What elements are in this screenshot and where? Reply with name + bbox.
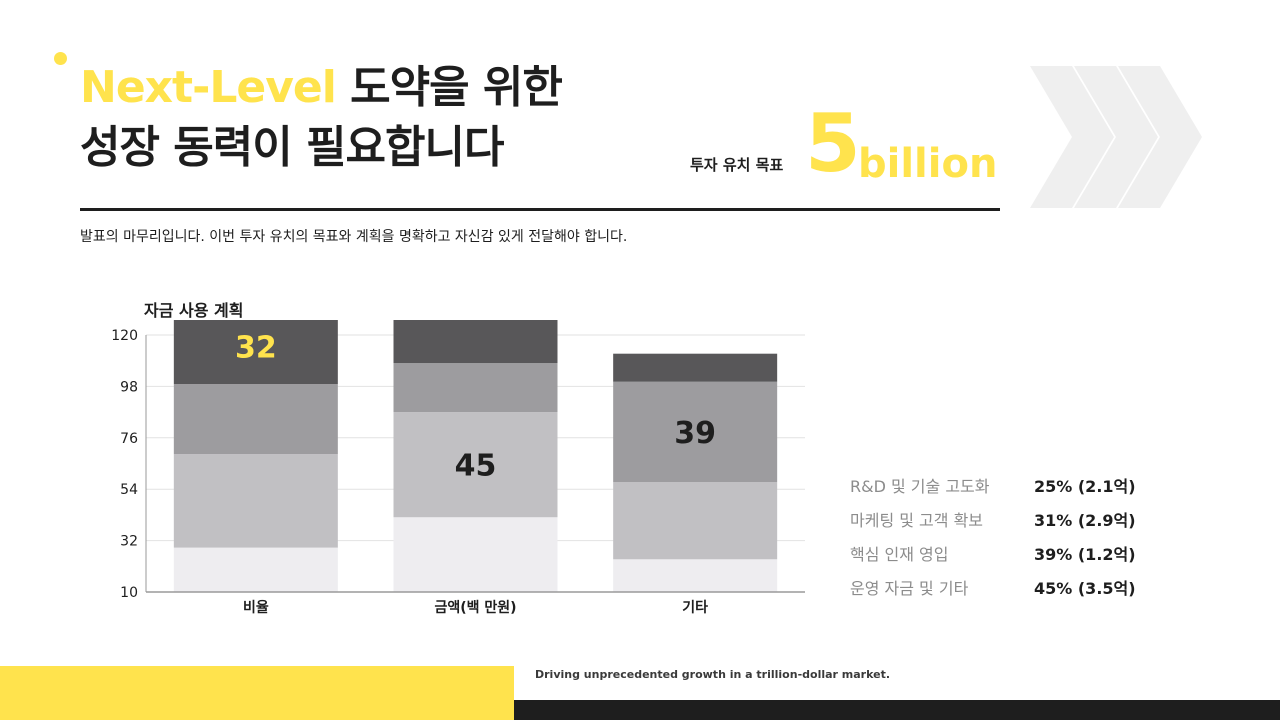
y-tick-label: 32 xyxy=(120,534,138,550)
bar-segment xyxy=(613,353,778,382)
x-tick-label: 금액(백 만원) xyxy=(434,599,516,616)
footer-yellow-bar xyxy=(0,666,514,720)
legend-name: 마케팅 및 고객 확보 xyxy=(850,511,984,530)
legend-value: 25% (2.1억) xyxy=(1034,477,1136,496)
description-text: 발표의 마무리입니다. 이번 투자 유치의 목표와 계획을 명확하고 자신감 있… xyxy=(80,229,628,245)
x-tick-label: 기타 xyxy=(682,600,708,616)
legend-row: 핵심 인재 영입 39% (1.2억) xyxy=(850,536,1136,570)
title-line2: 성장 동력이 필요합니다 xyxy=(80,122,504,173)
legend-row: R&D 및 기술 고도화 25% (2.1억) xyxy=(850,468,1136,502)
data-label: 39 xyxy=(674,416,716,451)
footer-tagline: Driving unprecedented growth in a trilli… xyxy=(535,668,891,681)
legend-row: 운영 자금 및 기타 45% (3.5억) xyxy=(850,570,1136,604)
bar-segment xyxy=(393,320,558,364)
y-tick-label: 10 xyxy=(120,585,138,601)
bar-segment xyxy=(393,517,558,592)
funding-legend: R&D 및 기술 고도화 25% (2.1억) 마케팅 및 고객 확보 31% … xyxy=(850,468,1136,604)
bar-segment xyxy=(613,559,778,592)
legend-name: 핵심 인재 영입 xyxy=(850,545,949,564)
bar-segment xyxy=(393,412,558,518)
y-tick-label: 76 xyxy=(120,431,138,447)
footer-dark-bar xyxy=(514,700,1280,720)
bar-segment xyxy=(173,454,338,548)
data-label: 45 xyxy=(455,449,497,484)
legend-value: 45% (3.5억) xyxy=(1034,579,1136,598)
legend-row: 마케팅 및 고객 확보 31% (2.9억) xyxy=(850,502,1136,536)
data-label: 32 xyxy=(235,331,277,366)
goal-unit: billion xyxy=(858,141,998,187)
y-tick-label: 120 xyxy=(111,328,138,344)
legend-value: 31% (2.9억) xyxy=(1034,511,1136,530)
chevron-right-icon xyxy=(1030,66,1202,208)
bar-segment xyxy=(173,547,338,592)
page-title: Next-Level 도약을 위한 성장 동력이 필요합니다 xyxy=(80,58,563,178)
title-divider xyxy=(80,208,1000,211)
bar-segment xyxy=(613,482,778,560)
y-tick-label: 98 xyxy=(120,379,138,395)
chart-title: 자금 사용 계획 xyxy=(144,301,244,320)
decor-dot-icon xyxy=(54,52,67,65)
goal-number: 5 xyxy=(805,97,861,190)
legend-name: R&D 및 기술 고도화 xyxy=(850,477,990,496)
title-line1-rest: 도약을 위한 xyxy=(335,62,563,113)
bar-segment xyxy=(173,320,338,385)
bar-segment xyxy=(393,363,558,413)
y-tick-label: 54 xyxy=(120,482,138,498)
stacked-bar-chart: 10 32 54 76 98 120 비율 금액(백 만원) 기타 32 45 39 xyxy=(111,320,805,616)
bar-segment xyxy=(613,381,778,483)
x-tick-label: 비율 xyxy=(243,599,269,616)
legend-name: 운영 자금 및 기타 xyxy=(850,579,969,598)
title-accent: Next-Level xyxy=(80,62,337,113)
bar-segment xyxy=(173,384,338,455)
legend-value: 39% (1.2억) xyxy=(1034,545,1136,564)
goal-label: 투자 유치 목표 xyxy=(690,156,784,174)
